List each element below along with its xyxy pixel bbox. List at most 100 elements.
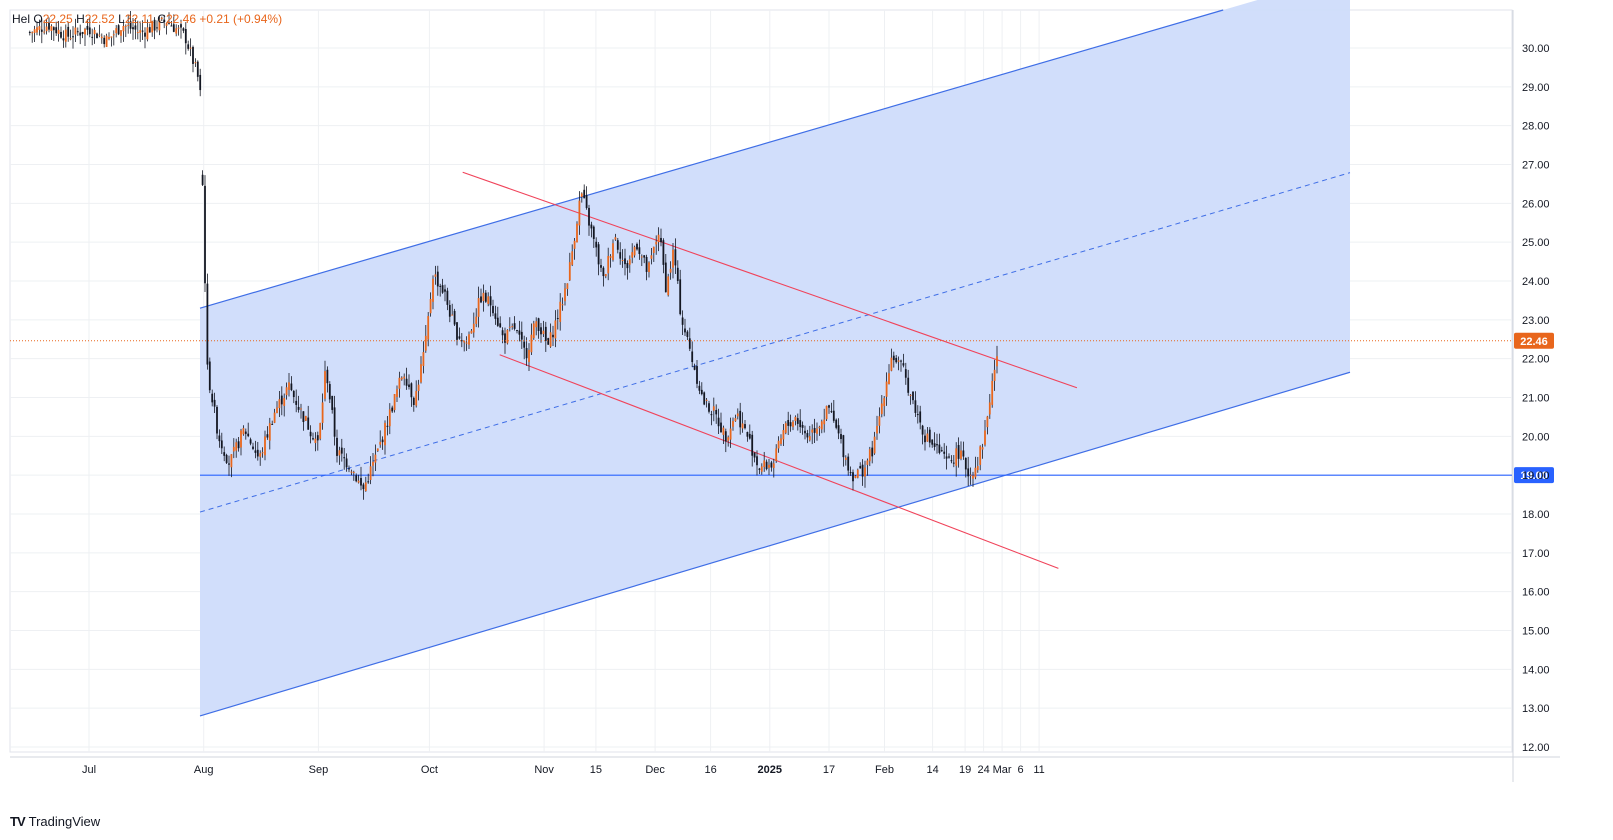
candle-down bbox=[518, 330, 521, 335]
candle-up bbox=[880, 403, 883, 415]
candle-down bbox=[309, 431, 312, 437]
candle-down bbox=[220, 440, 223, 449]
candle-up bbox=[139, 30, 142, 33]
candle-up bbox=[36, 27, 38, 33]
symbol-name: Hel bbox=[12, 12, 31, 26]
candle-up bbox=[283, 397, 286, 406]
candle-up bbox=[472, 323, 475, 333]
candle-down bbox=[525, 348, 528, 359]
candle-up bbox=[105, 35, 108, 47]
axis-layer: 30.00 29.00 28.00 27.00 26.00 25.00 24.00 23.00… bbox=[10, 10, 1560, 782]
candle-down bbox=[943, 451, 946, 454]
candle-up bbox=[876, 426, 878, 434]
candle-down bbox=[916, 414, 919, 416]
candle-up bbox=[976, 466, 979, 471]
candle-down bbox=[751, 434, 754, 456]
candle-down bbox=[828, 405, 830, 408]
candle-down bbox=[355, 475, 358, 482]
candle-down bbox=[681, 317, 684, 325]
price-tick-label: 17.00 bbox=[1522, 548, 1550, 560]
candle-down bbox=[540, 327, 542, 335]
candle-down bbox=[163, 19, 166, 23]
candle-down bbox=[168, 22, 170, 24]
candle-up bbox=[609, 256, 612, 258]
candle-down bbox=[316, 435, 319, 441]
support-badge-text: 19.00 bbox=[1520, 470, 1548, 482]
tradingview-watermark[interactable]: TV TradingView bbox=[10, 814, 100, 829]
candle-up bbox=[792, 421, 794, 427]
candle-down bbox=[180, 24, 182, 28]
candle-down bbox=[753, 452, 756, 458]
candle-down bbox=[804, 430, 806, 434]
candle-up bbox=[672, 249, 674, 268]
candle-down bbox=[967, 468, 970, 477]
price-tick-label: 29.00 bbox=[1522, 82, 1550, 94]
candle-up bbox=[429, 299, 432, 314]
candle-down bbox=[679, 279, 682, 315]
channel-lower-line bbox=[199, 371, 1351, 717]
candle-down bbox=[552, 334, 554, 338]
candle-down bbox=[717, 417, 720, 427]
candle-up bbox=[868, 449, 871, 462]
candle-down bbox=[201, 174, 204, 185]
candle-down bbox=[928, 429, 931, 443]
candle-up bbox=[372, 461, 374, 466]
candle-down bbox=[684, 328, 686, 333]
candle-down bbox=[686, 331, 689, 337]
candle-down bbox=[367, 481, 370, 483]
tradingview-logo-icon: TV bbox=[10, 814, 26, 829]
candle-up bbox=[64, 29, 67, 42]
candle-down bbox=[813, 427, 816, 433]
candle-down bbox=[789, 422, 792, 427]
candle-down bbox=[218, 435, 221, 442]
candle-up bbox=[511, 326, 514, 328]
candle-down bbox=[748, 433, 751, 439]
price-tick-label: 16.00 bbox=[1522, 587, 1550, 599]
price-tick-label: 23.00 bbox=[1522, 315, 1550, 327]
candle-up bbox=[259, 453, 262, 457]
candle-down bbox=[871, 447, 874, 457]
candle-up bbox=[93, 29, 96, 35]
candle-up bbox=[338, 450, 341, 456]
candle-up bbox=[120, 30, 122, 36]
time-tick-label: 17 bbox=[823, 764, 835, 776]
candle-up bbox=[993, 369, 996, 381]
candle-down bbox=[948, 456, 950, 458]
candle-up bbox=[981, 447, 984, 450]
close-label: C bbox=[157, 12, 166, 26]
candle-down bbox=[902, 363, 905, 366]
candle-up bbox=[158, 19, 161, 31]
time-tick-label: Sep bbox=[309, 764, 329, 776]
candle-down bbox=[504, 333, 506, 343]
candle-up bbox=[194, 62, 197, 64]
candle-up bbox=[285, 387, 288, 396]
candle-up bbox=[955, 448, 958, 466]
candle-up bbox=[396, 389, 398, 397]
candle-down bbox=[456, 322, 458, 340]
candle-up bbox=[470, 330, 473, 334]
candle-up bbox=[300, 408, 302, 410]
candle-up bbox=[110, 36, 113, 38]
candle-down bbox=[852, 472, 854, 482]
candle-down bbox=[693, 365, 696, 370]
candle-up bbox=[31, 32, 34, 34]
candle-up bbox=[124, 25, 127, 27]
candle-down bbox=[710, 414, 713, 416]
time-tick-label: 24 bbox=[977, 764, 989, 776]
candle-up bbox=[177, 27, 180, 29]
candle-down bbox=[597, 244, 600, 265]
candle-up bbox=[816, 428, 818, 434]
candle-up bbox=[568, 262, 571, 281]
drawings-layer[interactable] bbox=[199, 0, 1512, 717]
candle-down bbox=[595, 241, 598, 248]
candle-down bbox=[453, 310, 456, 325]
candle-up bbox=[612, 243, 614, 260]
time-tick-label: 14 bbox=[926, 764, 938, 776]
candle-up bbox=[811, 429, 814, 433]
candle-down bbox=[331, 395, 334, 410]
candle-down bbox=[196, 61, 199, 77]
candle-up bbox=[33, 29, 36, 33]
ohlc-legend[interactable]: Hel O22.25 H22.52 L22.11 C22.46 +0.21 (+… bbox=[12, 12, 282, 26]
candle-down bbox=[523, 341, 526, 348]
